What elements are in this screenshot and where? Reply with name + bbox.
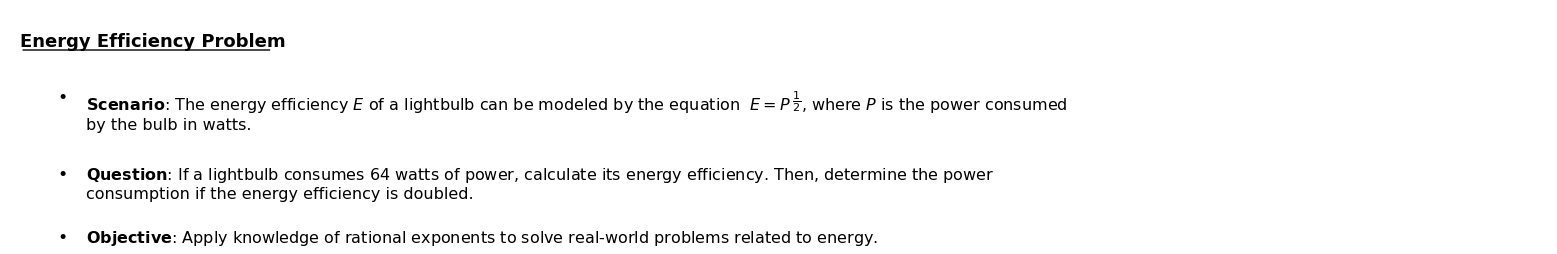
Text: •: • bbox=[58, 165, 67, 183]
Text: $\mathbf{Scenario}$: The energy efficiency $\mathit{E}$ of a lightbulb can be mo: $\mathbf{Scenario}$: The energy efficien… bbox=[86, 89, 1067, 133]
Text: $\mathbf{Objective}$: Apply knowledge of rational exponents to solve real-world : $\mathbf{Objective}$: Apply knowledge of… bbox=[86, 229, 878, 248]
Text: •: • bbox=[58, 89, 67, 107]
Text: •: • bbox=[58, 229, 67, 247]
Text: Energy Efficiency Problem: Energy Efficiency Problem bbox=[20, 33, 286, 51]
Text: $\mathbf{Question}$: If a lightbulb consumes 64 watts of power, calculate its en: $\mathbf{Question}$: If a lightbulb cons… bbox=[86, 165, 993, 201]
